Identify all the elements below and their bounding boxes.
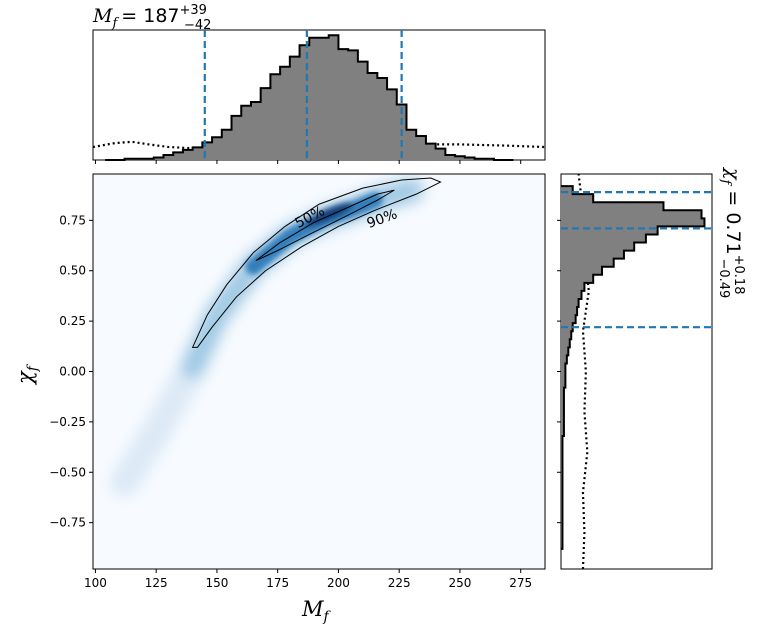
marginal-right-panel: χf = 0.71+0.18−0.49 [557,166,746,570]
marginal-top-ticks [94,160,522,164]
mf-title-sup: +39 [180,3,207,18]
x-tick-label: 250 [448,576,471,590]
y-tick-label: 0.50 [59,264,86,278]
marginal-top-panel: Mf = 187+39 −42 [92,3,546,164]
x-tick-label: 200 [327,576,350,590]
marginal-right-ticks [557,219,561,524]
y-tick-label: −0.50 [49,465,86,479]
density-heatmap [109,175,427,498]
y-axis-label-sub: f [25,363,41,372]
marginal-top-title: Mf = 187+39 −42 [92,3,211,33]
y-tick-label: −0.75 [49,516,86,530]
y-tick-label: −0.25 [49,415,86,429]
marginal-top-histogram-step [105,34,514,161]
chi-title-sub: f [718,179,733,187]
chi-title-sup: +0.18 [731,255,746,295]
joint-y-axis-label: χf [13,363,41,386]
x-tick-label: 100 [84,576,107,590]
chi-title-inf: −0.49 [716,258,731,298]
y-axis-label-main: χ [13,370,37,386]
x-tick-label: 225 [388,576,411,590]
contour-90pct [191,177,442,348]
x-axis-label-sub: f [323,609,332,625]
joint-y-ticks: −0.75 −0.50 −0.25 0.00 0.25 0.50 0.75 [49,213,93,530]
x-tick-label: 175 [266,576,289,590]
x-tick-label: 150 [205,576,228,590]
mf-title-sub: f [111,16,119,31]
marginal-right-histogram-fill [561,186,705,549]
density-core [245,192,383,275]
y-tick-label: 0.00 [59,365,86,379]
joint-density-panel: 50% 90% 100 125 150 175 200 225 250 275 −0.75−0.… [13,173,546,625]
y-tick-label: 0.25 [59,314,86,328]
joint-x-axis-label: Mf [301,597,332,625]
density-peak [304,202,353,227]
mf-title-inf: −42 [184,18,211,33]
joint-x-ticks: 100 125 150 175 200 225 250 275 [84,569,532,590]
x-tick-label: 125 [145,576,168,590]
mf-title-value: = 187 [121,5,179,27]
chi-title-main: χ [722,166,744,181]
marginal-right-quantile-lines [561,191,712,329]
joint-background [93,174,545,569]
x-tick-label: 275 [509,576,532,590]
marginal-top-histogram-fill [105,35,514,161]
contour-50pct [255,189,395,262]
y-tick-label: 0.75 [59,213,86,227]
marginal-right-title: χf = 0.71+0.18−0.49 [716,166,746,298]
chi-title-value: = 0.71 [722,184,744,254]
mf-title-main: M [92,5,113,27]
x-axis-label-main: M [301,597,324,621]
